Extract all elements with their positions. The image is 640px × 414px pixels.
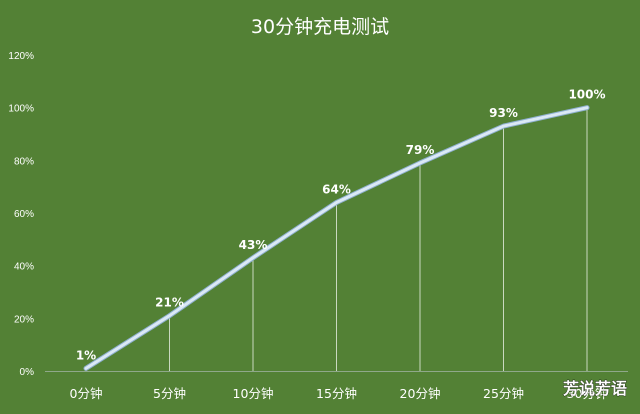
- drop-lines: [85, 107, 588, 371]
- y-tick-label: 80%: [14, 156, 34, 167]
- x-tick-label: 0分钟: [70, 386, 103, 401]
- x-tick-label: 30分钟: [567, 386, 608, 401]
- y-axis: 0% 20% 40% 60% 80% 100% 120%: [8, 51, 34, 378]
- x-tick-label: 5分钟: [153, 386, 186, 401]
- y-tick-label: 100%: [8, 104, 34, 115]
- data-label: 100%: [568, 88, 605, 102]
- data-label: 43%: [239, 238, 268, 252]
- x-tick-label: 15分钟: [316, 386, 357, 401]
- y-tick-label: 0%: [20, 367, 35, 378]
- data-label: 79%: [406, 143, 435, 157]
- data-labels: 1% 21% 43% 64% 79% 93% 100%: [76, 88, 606, 363]
- watermark: 芳说芳语: [563, 379, 627, 398]
- x-tick-label: 20分钟: [400, 386, 441, 401]
- y-tick-label: 120%: [8, 51, 34, 62]
- data-label: 21%: [155, 296, 184, 310]
- x-axis: 0分钟 5分钟 10分钟 15分钟 20分钟 25分钟 30分钟: [45, 371, 628, 401]
- x-tick-label: 25分钟: [483, 386, 524, 401]
- x-tick-label: 10分钟: [233, 386, 274, 401]
- data-label: 93%: [489, 106, 518, 120]
- y-tick-label: 60%: [14, 209, 34, 220]
- data-label: 1%: [76, 348, 96, 362]
- y-tick-label: 40%: [14, 262, 34, 273]
- series-line: [83, 105, 590, 371]
- data-label: 64%: [322, 182, 351, 196]
- chart-title: 30分钟充电测试: [251, 16, 389, 38]
- series-line-path: [84, 106, 589, 370]
- y-tick-label: 20%: [14, 314, 34, 325]
